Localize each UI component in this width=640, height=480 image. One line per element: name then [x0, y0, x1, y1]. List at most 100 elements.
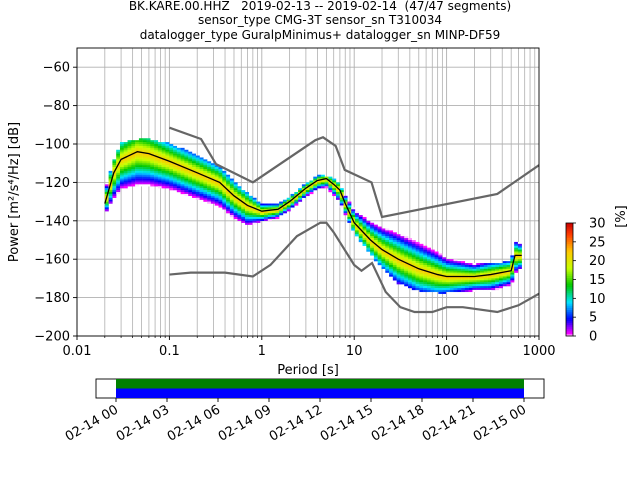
psd-cell — [218, 186, 223, 189]
psd-cell — [472, 274, 477, 277]
psd-cell — [275, 211, 280, 214]
psd-cell — [131, 157, 136, 160]
colorbar-segment — [566, 266, 573, 269]
psd-cell — [104, 190, 109, 193]
psd-cell — [404, 274, 409, 277]
psd-cell — [286, 209, 291, 212]
psd-cell — [161, 151, 166, 154]
psd-cell — [480, 286, 485, 289]
psd-cell — [358, 220, 363, 223]
psd-cell — [176, 170, 181, 173]
psd-cell — [408, 249, 413, 252]
psd-cell — [419, 270, 424, 273]
psd-cell — [506, 272, 511, 275]
psd-cell — [169, 157, 174, 160]
psd-cell — [461, 264, 466, 268]
psd-cell — [180, 168, 185, 172]
psd-cell — [408, 245, 413, 248]
psd-cell — [195, 180, 200, 183]
psd-cell — [131, 145, 136, 149]
psd-cell — [517, 263, 522, 266]
psd-cell — [210, 188, 215, 191]
psd-cell — [419, 259, 424, 262]
psd-cell — [434, 255, 439, 258]
psd-cell — [146, 138, 151, 141]
psd-cell — [142, 167, 147, 170]
psd-cell — [445, 259, 450, 262]
psd-cell — [453, 266, 458, 269]
psd-cell — [263, 205, 268, 208]
psd-cell — [161, 180, 166, 183]
psd-cell — [449, 278, 454, 281]
psd-cell — [195, 172, 200, 175]
psd-cell — [354, 216, 359, 220]
psd-cell — [351, 209, 356, 212]
psd-cell — [112, 159, 117, 162]
psd-cell — [423, 274, 428, 277]
psd-cell — [180, 157, 185, 160]
psd-heatmap — [104, 138, 522, 294]
psd-cell — [119, 168, 124, 172]
psd-cell — [396, 245, 401, 248]
psd-cell — [135, 149, 140, 152]
psd-cell — [127, 178, 132, 181]
psd-cell — [301, 192, 306, 195]
psd-cell — [207, 193, 212, 197]
psd-cell — [195, 186, 200, 189]
psd-cell — [476, 278, 481, 281]
psd-cell — [502, 266, 507, 269]
psd-cell — [214, 165, 219, 168]
psd-cell — [104, 184, 109, 187]
psd-cell — [370, 236, 375, 239]
psd-cell — [237, 195, 242, 198]
psd-cell — [453, 263, 458, 266]
psd-cell — [138, 174, 143, 177]
psd-cell — [191, 188, 196, 191]
psd-cell — [498, 272, 503, 275]
psd-cell — [442, 268, 447, 271]
psd-cell — [449, 272, 454, 275]
psd-cell — [457, 282, 462, 285]
psd-cell — [173, 159, 178, 162]
mode-line — [104, 151, 522, 278]
psd-cell — [142, 144, 147, 147]
psd-cell — [381, 255, 386, 258]
psd-cell — [252, 216, 257, 220]
psd-cell — [184, 151, 189, 154]
psd-cell — [138, 163, 143, 166]
psd-cell — [245, 201, 250, 204]
psd-cell — [400, 282, 405, 285]
psd-cell — [210, 174, 215, 177]
availability-tick-label: 02-15 00 — [471, 402, 529, 444]
psd-cell — [426, 261, 431, 264]
psd-cell — [256, 203, 261, 206]
psd-cell — [506, 276, 511, 279]
psd-cell — [184, 178, 189, 181]
psd-cell — [404, 276, 409, 279]
psd-cell — [127, 161, 132, 164]
psd-cell — [514, 264, 519, 268]
psd-cell — [131, 184, 136, 187]
psd-cell — [184, 184, 189, 187]
psd-cell — [483, 276, 488, 279]
psd-cell — [426, 249, 431, 252]
psd-cell — [445, 263, 450, 266]
psd-cell — [207, 201, 212, 204]
psd-cell — [370, 224, 375, 227]
colorbar-segment — [566, 236, 573, 239]
psd-cell — [449, 268, 454, 271]
psd-cell — [434, 286, 439, 289]
psd-cell — [135, 163, 140, 166]
psd-cell — [203, 184, 208, 187]
psd-cell — [385, 253, 390, 256]
psd-cell — [449, 289, 454, 293]
psd-cell — [222, 199, 227, 202]
psd-cell — [154, 178, 159, 181]
psd-cell — [214, 170, 219, 173]
psd-cell — [336, 186, 340, 189]
psd-cell — [461, 274, 466, 277]
psd-cell — [142, 153, 147, 156]
psd-cell — [142, 184, 147, 187]
psd-cell — [480, 289, 485, 293]
psd-cell — [392, 253, 397, 256]
